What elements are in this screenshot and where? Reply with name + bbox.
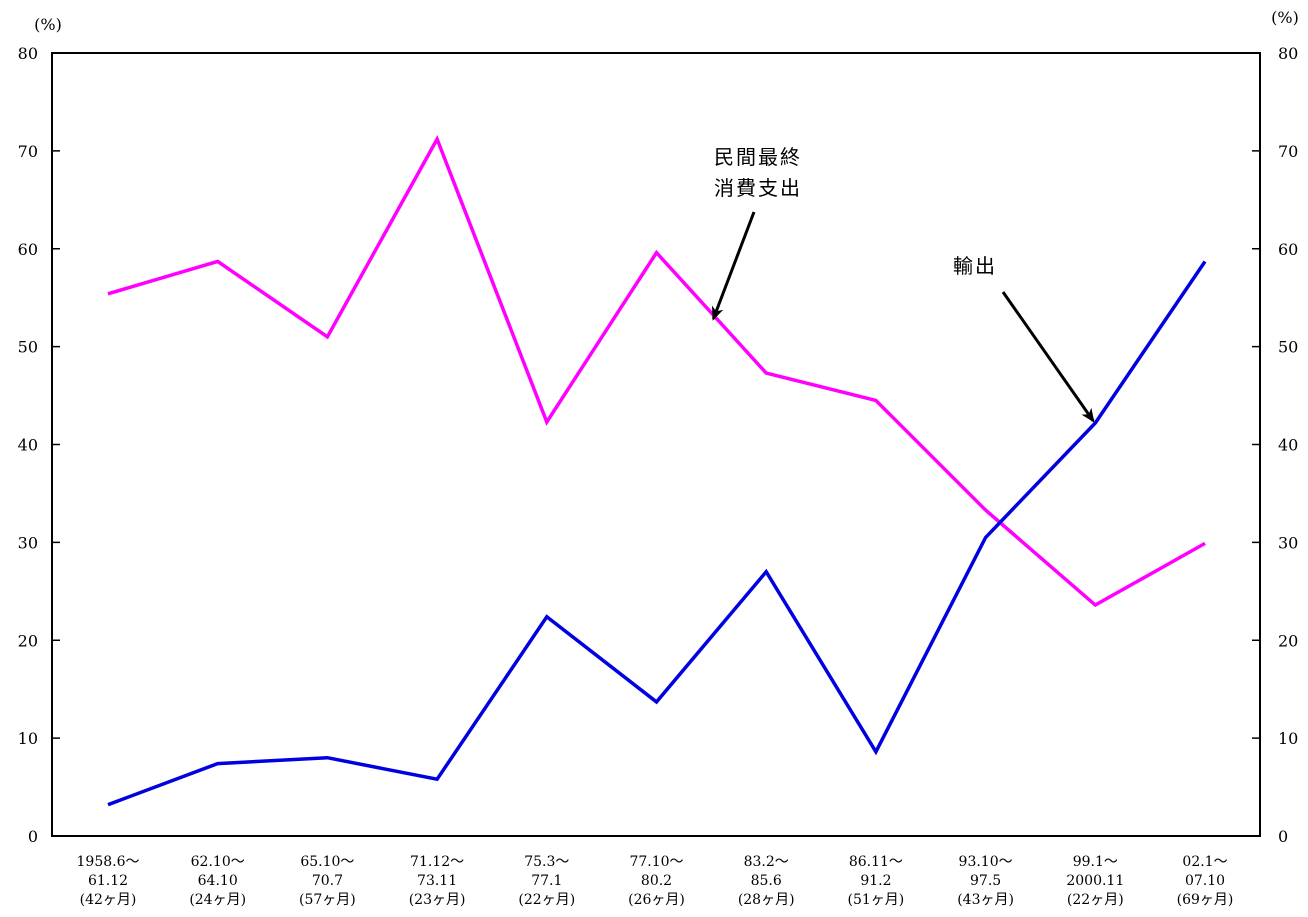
x-tick-label: 73.11 xyxy=(417,873,457,889)
x-tick-label: 70.7 xyxy=(312,873,343,889)
x-tick-label: 2000.11 xyxy=(1066,873,1124,889)
y-tick-label-right: 70 xyxy=(1278,142,1298,161)
x-tick-label: (57ヶ月) xyxy=(299,892,356,908)
x-tick-label: 1958.6～ xyxy=(77,854,140,870)
y-tick-label-right: 60 xyxy=(1278,240,1298,259)
x-tick-label: 77.1 xyxy=(531,873,562,889)
annotation-consumption-arrow xyxy=(711,211,756,321)
annotation-export-arrow xyxy=(1001,291,1095,423)
x-tick-label: 91.2 xyxy=(860,873,891,889)
y-tick-label-left: 70 xyxy=(18,142,38,161)
x-tick-label: 02.1～ xyxy=(1182,854,1227,870)
y-tick-label-left: 80 xyxy=(18,44,38,63)
x-tick-label: (24ヶ月) xyxy=(189,892,246,908)
axis-ticks: 0 10 20 30 40 50 60 70 80 0 10 20 30 40 50 60 70 80 xyxy=(18,44,1299,846)
y-tick-label-right: 80 xyxy=(1278,44,1298,63)
x-tick-label: (22ヶ月) xyxy=(518,892,575,908)
x-tick-label: (51ヶ月) xyxy=(848,892,905,908)
x-tick-label: (23ヶ月) xyxy=(409,892,466,908)
y-tick-label-right: 0 xyxy=(1278,827,1288,846)
x-tick-label: 07.10 xyxy=(1185,873,1225,889)
right-axis-unit-label: (%) xyxy=(1271,8,1299,27)
x-tick-label: 65.10～ xyxy=(300,854,354,870)
x-tick-label: 86.11～ xyxy=(849,854,903,870)
y-tick-label-right: 40 xyxy=(1278,436,1298,455)
y-tick-label-right: 30 xyxy=(1278,533,1298,552)
y-tick-label-left: 60 xyxy=(18,240,38,259)
x-tick-label: (43ヶ月) xyxy=(957,892,1014,908)
x-tick-label: (26ヶ月) xyxy=(628,892,685,908)
x-tick-label: 99.1～ xyxy=(1073,854,1118,870)
series-lines xyxy=(107,135,1207,807)
x-tick-label: 77.10～ xyxy=(629,854,683,870)
y-tick-label-left: 50 xyxy=(18,338,38,357)
y-tick-label-left: 20 xyxy=(18,631,38,650)
left-axis-unit-label: (%) xyxy=(34,15,62,34)
x-tick-label: 85.6 xyxy=(751,873,782,889)
x-tick-label: (22ヶ月) xyxy=(1067,892,1124,908)
x-tick-label: 75.3～ xyxy=(524,854,569,870)
x-tick-label: 61.12 xyxy=(88,873,128,889)
y-tick-label-right: 10 xyxy=(1278,729,1298,748)
y-tick-label-right: 50 xyxy=(1278,338,1298,357)
series-line-0 xyxy=(107,135,1206,608)
y-tick-label-left: 30 xyxy=(18,533,38,552)
x-tick-label: (69ヶ月) xyxy=(1177,892,1234,908)
y-tick-label-left: 10 xyxy=(18,729,38,748)
x-tick-label: 64.10 xyxy=(198,873,238,889)
annotation-consumption-label: 民間最終 xyxy=(714,145,802,169)
x-tick-label: (28ヶ月) xyxy=(738,892,795,908)
plot-frame xyxy=(51,52,1261,837)
y-tick-label-right: 20 xyxy=(1278,631,1298,650)
x-tick-label: 97.5 xyxy=(970,873,1001,889)
x-axis-category-labels: 1958.6～ 61.12 (42ヶ月) 62.10～ 64.10 (24ヶ月) 65.10… xyxy=(77,854,1234,908)
y-tick-label-left: 0 xyxy=(28,827,38,846)
y-tick-label-left: 40 xyxy=(18,436,38,455)
annotation-consumption-label: 消費支出 xyxy=(714,176,802,200)
x-tick-label: 80.2 xyxy=(641,873,672,889)
x-tick-label: 62.10～ xyxy=(191,854,245,870)
annotation-export-label: 輸出 xyxy=(953,254,997,278)
x-tick-label: 71.12～ xyxy=(410,854,464,870)
x-tick-label: 93.10～ xyxy=(959,854,1013,870)
x-tick-label: (42ヶ月) xyxy=(80,892,137,908)
x-tick-label: 83.2～ xyxy=(744,854,789,870)
